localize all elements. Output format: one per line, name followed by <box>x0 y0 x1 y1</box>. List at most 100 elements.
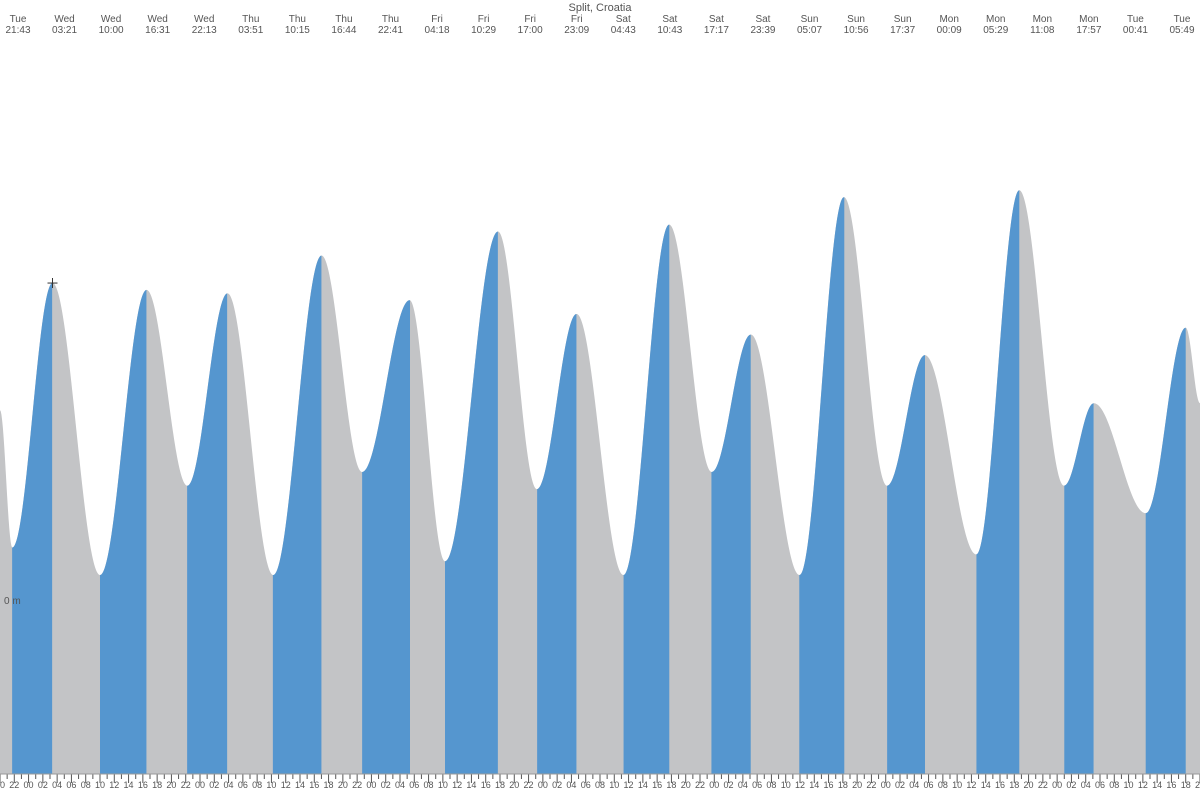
tide-area-blue <box>1064 403 1093 774</box>
x-tick-label: 10 <box>266 780 276 790</box>
x-tick-label: 02 <box>895 780 905 790</box>
x-tick-label: 02 <box>724 780 734 790</box>
x-tick-label: 18 <box>1009 780 1019 790</box>
x-tick-label: 12 <box>109 780 119 790</box>
x-tick-label: 00 <box>195 780 205 790</box>
x-tick-label: 04 <box>1081 780 1091 790</box>
x-tick-label: 18 <box>1181 780 1191 790</box>
x-tick-label: 22 <box>181 780 191 790</box>
x-tick-label: 04 <box>224 780 234 790</box>
x-tick-label: 20 <box>0 780 5 790</box>
x-tick-label: 06 <box>924 780 934 790</box>
x-tick-label: 16 <box>309 780 319 790</box>
x-tick-label: 12 <box>281 780 291 790</box>
x-tick-label: 20 <box>1195 780 1200 790</box>
x-tick-label: 10 <box>438 780 448 790</box>
x-tick-label: 04 <box>738 780 748 790</box>
tide-area-blue <box>100 290 146 774</box>
tide-area-blue <box>624 225 670 774</box>
x-tick-label: 08 <box>252 780 262 790</box>
x-tick-label: 22 <box>524 780 534 790</box>
tide-area-plot <box>0 0 1200 800</box>
x-tick-label: 06 <box>752 780 762 790</box>
tide-area-blue <box>362 300 410 774</box>
x-tick-label: 04 <box>909 780 919 790</box>
x-tick-label: 08 <box>424 780 434 790</box>
x-tick-label: 22 <box>352 780 362 790</box>
tide-area-blue <box>12 283 52 774</box>
x-tick-label: 14 <box>638 780 648 790</box>
x-tick-label: 00 <box>709 780 719 790</box>
x-axis: 20 22 00 02 04 06 08 10 12 14 16 18 20 22 00 02 04 06 08 10… <box>0 774 1200 800</box>
x-tick-label: 18 <box>324 780 334 790</box>
x-tick-label: 16 <box>652 780 662 790</box>
x-tick-label: 08 <box>595 780 605 790</box>
x-tick-label: 16 <box>824 780 834 790</box>
x-tick-label: 16 <box>995 780 1005 790</box>
y-axis-zero-label: 0 m <box>4 596 21 607</box>
x-tick-label: 22 <box>866 780 876 790</box>
x-tick-label: 18 <box>838 780 848 790</box>
x-tick-label: 14 <box>124 780 134 790</box>
x-tick-label: 14 <box>466 780 476 790</box>
x-tick-label: 06 <box>409 780 419 790</box>
tide-area-blue <box>711 335 750 774</box>
tide-area-grey <box>0 190 1200 774</box>
x-tick-label: 16 <box>1166 780 1176 790</box>
x-tick-label: 18 <box>495 780 505 790</box>
x-tick-label: 02 <box>38 780 48 790</box>
x-tick-label: 14 <box>295 780 305 790</box>
x-tick-label: 20 <box>509 780 519 790</box>
x-tick-label: 00 <box>1052 780 1062 790</box>
x-tick-label: 00 <box>24 780 34 790</box>
x-tick-label: 14 <box>809 780 819 790</box>
x-tick-label: 02 <box>381 780 391 790</box>
x-tick-label: 08 <box>81 780 91 790</box>
x-tick-label: 20 <box>852 780 862 790</box>
x-tick-label: 22 <box>695 780 705 790</box>
x-tick-label: 18 <box>666 780 676 790</box>
x-tick-label: 12 <box>966 780 976 790</box>
x-tick-label: 00 <box>366 780 376 790</box>
x-tick-label: 00 <box>881 780 891 790</box>
x-tick-label: 12 <box>452 780 462 790</box>
x-tick-label: 20 <box>681 780 691 790</box>
x-tick-label: 06 <box>1095 780 1105 790</box>
x-tick-label: 10 <box>1124 780 1134 790</box>
tide-area-blue <box>887 355 925 774</box>
x-tick-label: 16 <box>138 780 148 790</box>
x-tick-label: 08 <box>766 780 776 790</box>
x-tick-label: 04 <box>395 780 405 790</box>
x-tick-label: 06 <box>238 780 248 790</box>
x-tick-label: 02 <box>1066 780 1076 790</box>
x-tick-label: 10 <box>781 780 791 790</box>
x-tick-label: 06 <box>66 780 76 790</box>
tide-chart: Split, Croatia Tue21:43Wed03:21Wed10:00W… <box>0 0 1200 800</box>
x-tick-label: 02 <box>552 780 562 790</box>
x-tick-label: 12 <box>795 780 805 790</box>
x-tick-label: 04 <box>52 780 62 790</box>
x-tick-label: 08 <box>1109 780 1119 790</box>
tide-area-blue <box>445 232 498 774</box>
tide-area-blue <box>187 293 227 774</box>
x-tick-label: 18 <box>152 780 162 790</box>
x-tick-label: 00 <box>538 780 548 790</box>
x-tick-label: 12 <box>624 780 634 790</box>
x-tick-label: 02 <box>209 780 219 790</box>
tide-area-blue <box>1146 328 1186 774</box>
x-tick-label: 08 <box>938 780 948 790</box>
x-tick-label: 12 <box>1138 780 1148 790</box>
x-tick-label: 20 <box>338 780 348 790</box>
x-tick-label: 10 <box>952 780 962 790</box>
x-tick-label: 06 <box>581 780 591 790</box>
tide-area-blue <box>273 256 322 774</box>
x-tick-label: 20 <box>166 780 176 790</box>
x-tick-label: 10 <box>609 780 619 790</box>
x-tick-label: 16 <box>481 780 491 790</box>
x-tick-label: 14 <box>1152 780 1162 790</box>
x-tick-label: 04 <box>566 780 576 790</box>
x-tick-label: 20 <box>1024 780 1034 790</box>
tide-area-blue <box>976 190 1019 774</box>
x-tick-label: 10 <box>95 780 105 790</box>
tide-area-blue <box>799 197 844 774</box>
